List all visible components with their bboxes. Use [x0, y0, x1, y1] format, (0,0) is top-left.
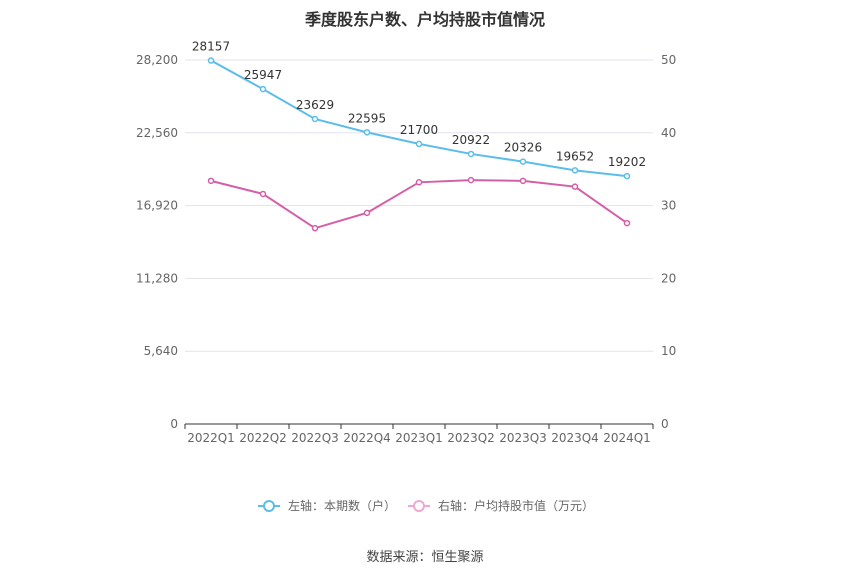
data-point — [415, 179, 423, 186]
data-label: 21700 — [400, 123, 438, 137]
left-axis-tick-label: 5,640 — [144, 344, 178, 358]
data-point — [571, 167, 579, 174]
x-axis-tick-label: 2023Q3 — [499, 431, 547, 445]
data-point — [519, 158, 527, 165]
right-axis-tick-label: 30 — [661, 199, 676, 213]
x-axis-tick-label: 2022Q2 — [239, 431, 287, 445]
right-axis-tick-label: 0 — [661, 417, 669, 431]
data-label: 20922 — [452, 133, 490, 147]
series-line-1 — [210, 179, 628, 230]
left-axis-tick-label: 11,280 — [136, 271, 178, 285]
x-axis-tick-label: 2022Q1 — [187, 431, 235, 445]
data-point — [623, 172, 631, 180]
left-axis-tick-label: 22,560 — [136, 126, 178, 140]
right-axis-tick-label: 50 — [661, 53, 676, 67]
left-axis-tick-label: 16,920 — [136, 199, 178, 213]
data-label: 19202 — [608, 155, 646, 169]
data-point — [311, 224, 319, 232]
data-label: 28157 — [192, 40, 230, 54]
data-point — [519, 177, 527, 185]
data-point — [415, 140, 423, 148]
right-axis-tick-label: 40 — [661, 126, 676, 140]
data-point — [467, 176, 475, 184]
data-point — [363, 209, 371, 217]
left-axis-tick-label: 0 — [170, 417, 178, 431]
legend-label-1: 右轴：户均持股市值（万元） — [438, 498, 594, 513]
data-point — [207, 177, 215, 185]
data-point — [467, 150, 475, 158]
data-point — [259, 85, 267, 93]
data-label: 22595 — [348, 111, 386, 125]
right-axis-tick-label: 20 — [661, 271, 676, 285]
x-axis-tick-label: 2022Q3 — [291, 431, 339, 445]
data-label: 20326 — [504, 141, 542, 155]
legend-marker-1 — [413, 500, 425, 512]
x-axis-tick-label: 2024Q1 — [603, 431, 651, 445]
data-label: 23629 — [296, 98, 334, 112]
chart-title: 季度股东户数、户均持股市值情况 — [304, 10, 545, 29]
x-axis-tick-label: 2023Q4 — [551, 431, 599, 445]
data-point — [259, 190, 267, 198]
data-source-note: 数据来源：恒生聚源 — [366, 550, 484, 565]
x-axis-tick-label: 2023Q2 — [447, 431, 495, 445]
data-point — [571, 183, 579, 190]
line-chart: 0 0 5,640 10 11,280 20 16,920 30 22,560 40 28,200 5… — [136, 40, 676, 513]
data-point — [623, 219, 631, 227]
x-axis-tick-label: 2022Q4 — [343, 431, 391, 445]
data-point — [207, 57, 215, 64]
data-point — [311, 115, 319, 123]
data-label: 19652 — [556, 149, 594, 163]
left-axis-tick-label: 28,200 — [136, 53, 178, 67]
data-label: 25947 — [244, 68, 282, 82]
legend-label-0: 左轴：本期数（户） — [288, 498, 396, 513]
legend-marker-0 — [263, 500, 275, 512]
data-point — [363, 129, 371, 136]
right-axis-tick-label: 10 — [661, 344, 676, 358]
x-axis-tick-label: 2023Q1 — [395, 431, 443, 445]
